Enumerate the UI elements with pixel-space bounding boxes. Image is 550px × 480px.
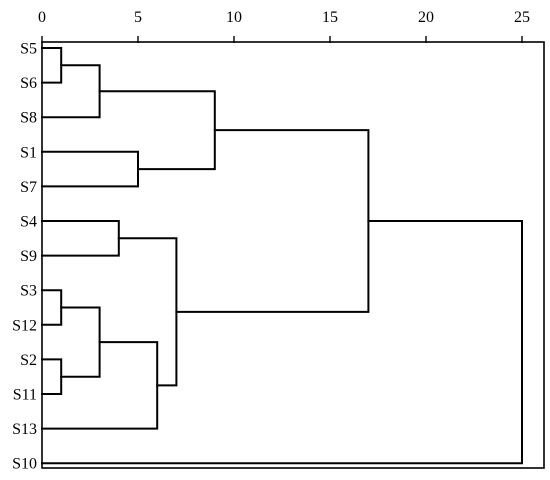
- x-tick-label: 15: [322, 9, 338, 26]
- branch-m1: [41, 47, 63, 84]
- x-axis-ticks: 0 5 10 15 20 25: [38, 9, 530, 43]
- leaf-label: S7: [20, 179, 37, 196]
- branch-m4: [41, 64, 101, 119]
- branches: [41, 47, 523, 465]
- x-tick-label: 0: [38, 9, 46, 26]
- x-tick-label: 5: [134, 9, 142, 26]
- leaf-label: S5: [20, 41, 37, 58]
- leaf-label: S3: [20, 283, 37, 300]
- branch-m5: [60, 306, 101, 378]
- leaf-label: S11: [13, 387, 37, 404]
- leaf-label: S8: [20, 110, 37, 127]
- leaf-label: S4: [20, 214, 37, 231]
- branch-m10: [98, 90, 216, 171]
- branch-m6: [41, 220, 120, 257]
- leaf-label: S2: [20, 352, 37, 369]
- leaf-label: S13: [12, 421, 37, 438]
- branch-m11: [175, 129, 370, 313]
- x-tick-label: 20: [418, 9, 434, 26]
- leaf-label: S6: [20, 75, 37, 92]
- branch-m2: [41, 289, 63, 326]
- leaf-labels: S5 S6 S8 S1 S7 S4 S9 S3 S12 S2 S11 S13 S10: [12, 41, 37, 473]
- leaf-label: S12: [12, 317, 37, 334]
- x-tick-label: 25: [514, 9, 530, 26]
- leaf-label: S10: [12, 456, 37, 473]
- branch-m12: [41, 220, 523, 465]
- branch-m3: [41, 358, 63, 395]
- x-tick-label: 10: [226, 9, 242, 26]
- leaf-label: S1: [20, 144, 37, 161]
- branch-m9: [117, 237, 178, 387]
- branch-m7: [41, 150, 139, 188]
- leaf-label: S9: [20, 248, 37, 265]
